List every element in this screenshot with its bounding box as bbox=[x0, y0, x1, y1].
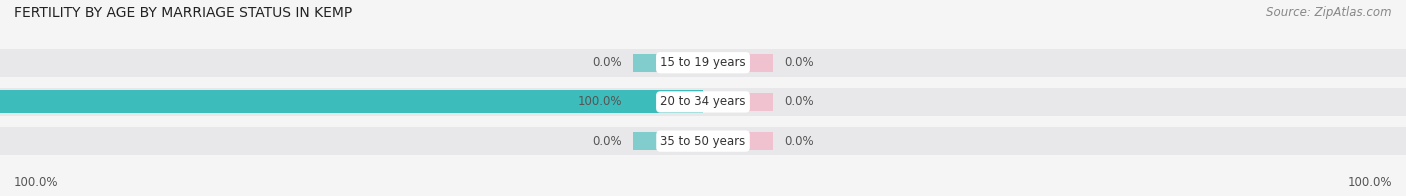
Bar bbox=[633, 93, 689, 111]
Text: 0.0%: 0.0% bbox=[785, 135, 814, 148]
Text: FERTILITY BY AGE BY MARRIAGE STATUS IN KEMP: FERTILITY BY AGE BY MARRIAGE STATUS IN K… bbox=[14, 6, 353, 20]
Text: 0.0%: 0.0% bbox=[592, 56, 621, 69]
Text: 0.0%: 0.0% bbox=[592, 135, 621, 148]
Bar bbox=[633, 54, 689, 72]
Bar bbox=[0, 90, 703, 113]
Text: 0.0%: 0.0% bbox=[785, 56, 814, 69]
Text: 15 to 19 years: 15 to 19 years bbox=[661, 56, 745, 69]
Bar bbox=[717, 93, 773, 111]
Bar bbox=[717, 54, 773, 72]
Text: 100.0%: 100.0% bbox=[578, 95, 621, 108]
Text: 35 to 50 years: 35 to 50 years bbox=[661, 135, 745, 148]
Text: 0.0%: 0.0% bbox=[785, 95, 814, 108]
Text: 100.0%: 100.0% bbox=[1347, 176, 1392, 189]
Text: Source: ZipAtlas.com: Source: ZipAtlas.com bbox=[1267, 6, 1392, 19]
Bar bbox=[717, 132, 773, 150]
Text: 20 to 34 years: 20 to 34 years bbox=[661, 95, 745, 108]
Text: 100.0%: 100.0% bbox=[14, 176, 59, 189]
Bar bbox=[633, 132, 689, 150]
Bar bbox=[0, 88, 1406, 116]
Bar bbox=[0, 49, 1406, 77]
Bar bbox=[0, 127, 1406, 155]
